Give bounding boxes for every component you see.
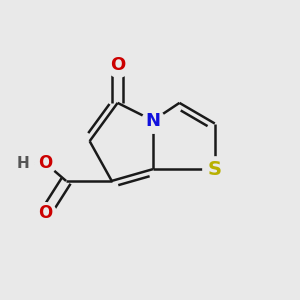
Text: H: H (17, 156, 30, 171)
Text: O: O (110, 56, 125, 74)
Text: S: S (208, 160, 222, 178)
Text: O: O (38, 204, 52, 222)
Text: O: O (38, 154, 52, 172)
Text: N: N (146, 112, 160, 130)
